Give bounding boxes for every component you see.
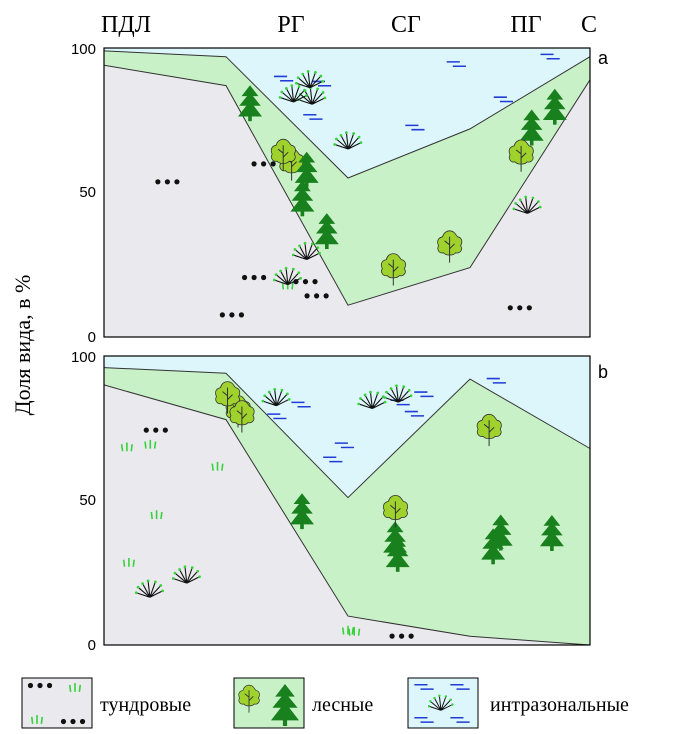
boundary-forest <box>103 50 591 179</box>
area-tundra <box>104 384 590 645</box>
y-tick-50: 50 <box>79 184 96 201</box>
category-label: ПГ <box>510 12 541 38</box>
pictogram-tundra <box>241 274 267 281</box>
boundary-forest <box>103 367 591 499</box>
pictogram-tundra <box>251 161 276 167</box>
y-tick-0: 0 <box>88 329 96 346</box>
panel-label-a: a <box>598 48 609 68</box>
legend-label-intrazonal: интразональные <box>490 694 629 716</box>
y-tick-100: 100 <box>71 349 96 366</box>
y-tick-50: 50 <box>79 492 96 509</box>
pictogram-tundra <box>155 179 180 185</box>
category-label: РГ <box>277 12 304 38</box>
boundary-tundra <box>103 384 591 646</box>
legend-item-forest: лесные <box>233 677 373 729</box>
category-label: С <box>581 12 597 38</box>
legend-swatch-intrazonal <box>407 677 479 729</box>
area-intrazonal <box>104 356 590 498</box>
y-axis-label: Доля вида, в % <box>10 275 35 416</box>
legend-item-tundra: тундровые <box>21 677 191 729</box>
boundary-tundra <box>103 64 591 306</box>
legend-item-intrazonal: интразональные <box>407 677 629 729</box>
y-tick-100: 100 <box>71 41 96 58</box>
legend-label-tundra: тундровые <box>100 694 191 716</box>
pictogram-tundra <box>507 305 532 311</box>
pictogram-tundra <box>143 427 168 433</box>
legend-label-forest: лесные <box>312 694 373 716</box>
pictogram-tundra <box>304 293 329 299</box>
area-forest <box>104 367 590 645</box>
pictogram-tundra <box>389 633 414 639</box>
panel-a: 100 50 0 a <box>71 41 609 346</box>
legend: тундровые лесные интразональные <box>21 677 629 729</box>
pictogram-tundra <box>219 312 245 318</box>
category-label: СГ <box>391 12 421 38</box>
area-intrazonal <box>104 48 590 178</box>
panel-label-b: b <box>598 362 608 382</box>
category-label: ПДЛ <box>101 12 151 38</box>
area-forest <box>104 50 590 306</box>
area-tundra <box>104 65 590 338</box>
panel-b: 100 50 0 b <box>71 349 608 654</box>
y-tick-0: 0 <box>88 637 96 654</box>
